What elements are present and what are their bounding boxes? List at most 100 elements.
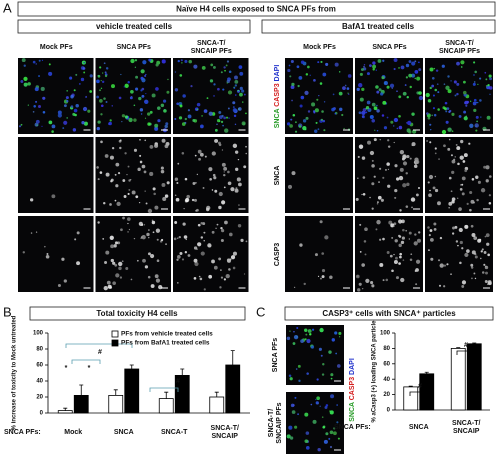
cell xyxy=(214,128,218,132)
cell xyxy=(214,189,218,193)
cell xyxy=(295,368,298,370)
cell xyxy=(182,94,186,98)
cell xyxy=(457,162,460,166)
error-bar xyxy=(214,391,219,397)
group-box xyxy=(261,19,496,34)
cell xyxy=(477,83,479,86)
cell xyxy=(289,330,291,332)
y-tick-label: 60 xyxy=(36,363,43,369)
cell xyxy=(140,113,143,115)
cell xyxy=(238,65,243,69)
cell xyxy=(296,327,299,330)
cell xyxy=(227,181,232,186)
cell xyxy=(245,145,247,148)
cell xyxy=(443,264,447,267)
y-tick-label: 20 xyxy=(383,392,390,398)
cell xyxy=(297,84,300,88)
cell xyxy=(228,232,233,237)
x-tick-label: SNCA-T/SNCAIP xyxy=(452,420,480,435)
cell xyxy=(107,284,112,289)
cell xyxy=(430,257,434,261)
cell xyxy=(79,83,81,85)
cell xyxy=(408,73,413,78)
cell xyxy=(147,252,151,256)
cell xyxy=(226,79,230,84)
cell xyxy=(45,254,50,259)
cell xyxy=(379,262,384,267)
cell xyxy=(328,437,331,440)
cell xyxy=(144,265,149,269)
cell xyxy=(235,167,239,171)
cell xyxy=(73,89,76,92)
cell xyxy=(210,63,214,67)
cell xyxy=(150,284,155,289)
cell xyxy=(227,107,230,110)
cell xyxy=(157,119,161,123)
cell xyxy=(145,202,148,205)
cell xyxy=(431,84,435,88)
cell xyxy=(437,91,440,94)
cell xyxy=(41,125,43,127)
cell xyxy=(154,205,159,210)
y-tick-label: 60 xyxy=(383,361,390,367)
cell xyxy=(337,437,340,440)
cell xyxy=(320,60,323,64)
micrograph xyxy=(173,137,249,213)
header-box xyxy=(17,1,496,17)
cell xyxy=(363,64,366,66)
cell xyxy=(484,235,487,238)
cell xyxy=(488,201,492,205)
cell xyxy=(242,101,244,103)
cell xyxy=(383,81,388,86)
cell xyxy=(321,252,325,255)
cell xyxy=(127,165,130,168)
cell xyxy=(453,80,457,84)
cell xyxy=(96,126,100,131)
cell xyxy=(435,69,439,72)
cell xyxy=(415,259,421,264)
column-label: SNCA PFs xyxy=(372,44,406,51)
cell xyxy=(152,231,155,234)
cell xyxy=(443,83,446,85)
cell xyxy=(426,140,428,142)
cell xyxy=(35,119,40,124)
cell xyxy=(447,89,452,94)
cell xyxy=(174,88,179,92)
cell xyxy=(441,64,445,68)
cell xyxy=(414,270,417,272)
cell xyxy=(134,59,138,62)
error-bar xyxy=(424,371,429,374)
x-tick-label: SNCA xyxy=(409,424,429,431)
cell xyxy=(429,67,434,72)
cell xyxy=(385,278,389,282)
cell xyxy=(109,155,114,160)
cell xyxy=(369,115,374,120)
cell xyxy=(83,61,86,64)
cell xyxy=(127,231,129,233)
cell xyxy=(82,67,86,70)
cell xyxy=(289,377,293,381)
cell xyxy=(322,72,327,77)
cell xyxy=(232,108,237,113)
cell xyxy=(409,258,413,262)
cell xyxy=(181,122,186,126)
cell xyxy=(130,89,134,94)
cell xyxy=(127,222,129,225)
cell xyxy=(63,104,67,108)
cell xyxy=(461,285,465,288)
cell xyxy=(398,243,402,248)
chart-title: CASP3⁺ cells with SNCA⁺ particles xyxy=(322,309,456,318)
cell xyxy=(410,197,416,202)
cell xyxy=(337,364,341,368)
cell xyxy=(149,144,154,149)
channel-name: DAPI xyxy=(349,358,356,375)
significance-bracket xyxy=(409,391,429,396)
cell xyxy=(458,207,462,211)
cell xyxy=(238,182,242,187)
cell xyxy=(319,220,323,224)
cell xyxy=(369,150,375,156)
cell xyxy=(333,427,336,430)
cell xyxy=(432,94,435,97)
cell xyxy=(372,64,377,69)
panel-label: B xyxy=(3,304,12,319)
